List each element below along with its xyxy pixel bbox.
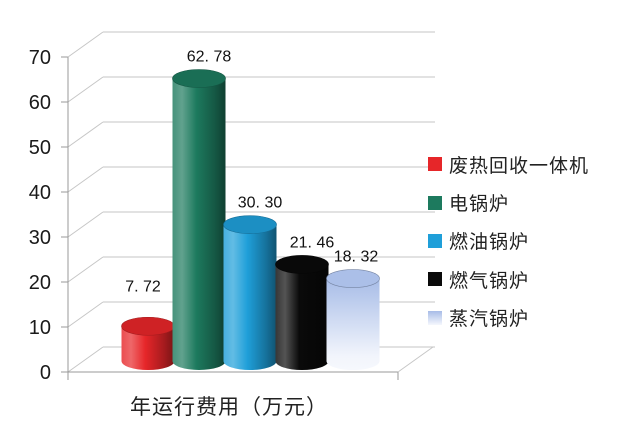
- bar-cylinder-body[interactable]: [121, 326, 175, 370]
- bar-cylinder-top[interactable]: [275, 255, 329, 274]
- y-axis-tick-label: 40: [29, 182, 51, 204]
- bar-2-3[interactable]: [223, 215, 277, 370]
- bar-3-4[interactable]: [275, 255, 329, 370]
- bar-value-label: 30. 30: [238, 195, 283, 212]
- legend: 废热回收一体机 电锅炉燃油锅炉燃气锅炉蒸汽锅炉: [428, 145, 589, 337]
- legend-item-4[interactable]: 蒸汽锅炉: [428, 299, 589, 337]
- legend-label: 燃油锅炉: [449, 232, 530, 254]
- y-axis-tick-label: 10: [29, 317, 51, 339]
- bar-value-label: 21. 46: [290, 234, 335, 251]
- depth-gridline: [67, 211, 104, 238]
- legend-item-3[interactable]: 燃气锅炉: [428, 260, 589, 298]
- bar-cylinder-body[interactable]: [275, 264, 329, 370]
- y-axis-tick-label: 30: [29, 227, 51, 249]
- depth-gridline: [67, 256, 104, 283]
- bar-cylinder-top[interactable]: [326, 269, 380, 288]
- legend-label: 电锅炉: [449, 194, 510, 216]
- legend-item-1[interactable]: 电锅炉: [428, 183, 589, 221]
- bar-cylinder-body[interactable]: [326, 278, 380, 370]
- x-axis-title: 年运行费用（万元）: [130, 396, 328, 419]
- bar-cylinder-body[interactable]: [172, 78, 226, 370]
- depth-gridline: [67, 121, 104, 148]
- bar-cylinder-body[interactable]: [223, 224, 277, 370]
- bar-cylinder-top[interactable]: [172, 69, 226, 88]
- floor-right-edge: [397, 346, 434, 373]
- legend-label: 燃气锅炉: [449, 270, 530, 292]
- bar-cylinder-top[interactable]: [121, 316, 175, 336]
- legend-swatch-icon: [428, 310, 442, 325]
- bar-cylinder-top[interactable]: [223, 215, 277, 234]
- depth-gridline: [67, 301, 104, 328]
- bar-value-label: 7. 72: [125, 278, 161, 295]
- bar-1-2[interactable]: [172, 69, 226, 370]
- y-axis-tick-label: 0: [40, 362, 51, 384]
- legend-item-2[interactable]: 燃油锅炉: [428, 222, 589, 260]
- legend-swatch-icon: [428, 233, 442, 248]
- legend-swatch-icon: [428, 272, 442, 287]
- depth-gridline: [67, 76, 104, 103]
- y-axis-tick-label: 70: [29, 47, 51, 69]
- bar-value-label: 62. 78: [187, 48, 232, 65]
- depth-gridline: [67, 31, 104, 58]
- y-axis-tick-label: 50: [29, 137, 51, 159]
- depth-gridline: [67, 166, 104, 193]
- depth-gridline: [67, 346, 104, 373]
- legend-label: 废热回收一体机: [449, 155, 590, 177]
- y-axis-tick-label: 20: [29, 272, 51, 294]
- legend-swatch-icon: [428, 157, 442, 172]
- legend-label: 蒸汽锅炉: [449, 309, 530, 331]
- y-axis-tick-label: 60: [29, 92, 51, 114]
- bar-4-5[interactable]: [326, 269, 380, 370]
- legend-swatch-icon: [428, 195, 442, 210]
- bar-0-1[interactable]: [121, 316, 175, 370]
- legend-item-0[interactable]: 废热回收一体机: [428, 145, 589, 183]
- bar-value-label: 18. 32: [334, 249, 379, 266]
